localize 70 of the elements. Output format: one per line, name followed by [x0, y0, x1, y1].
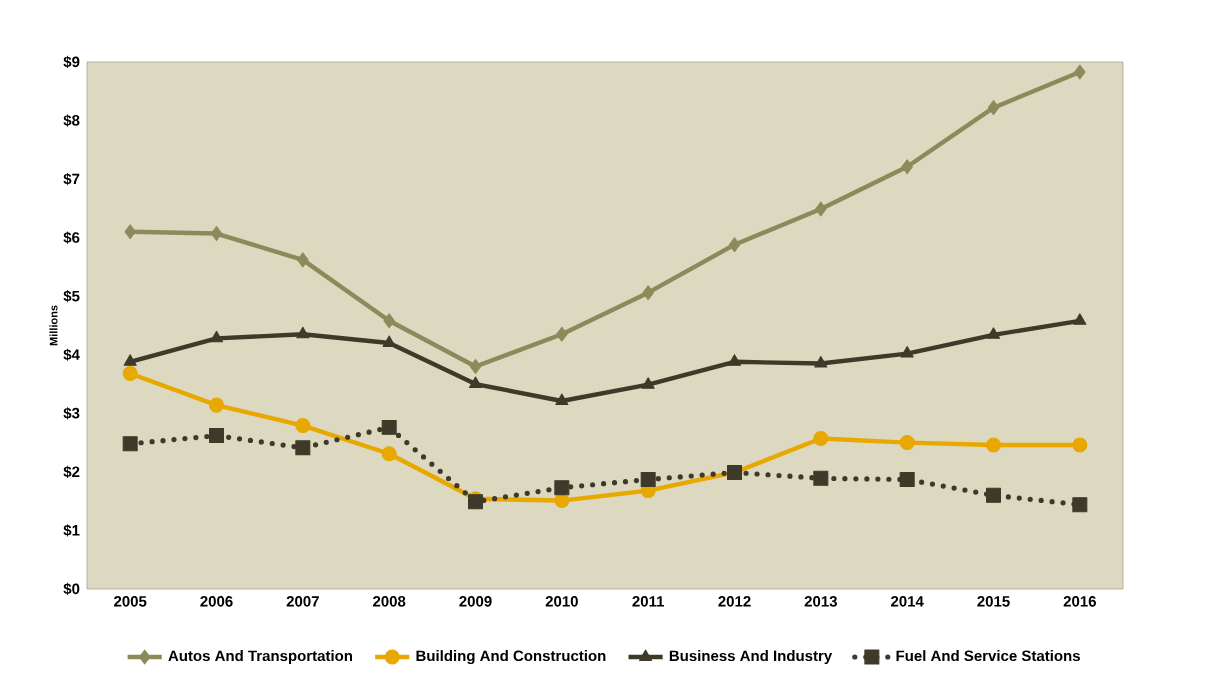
point [986, 327, 1001, 339]
x-tick-label: 2016 [1063, 596, 1096, 607]
point [124, 224, 136, 240]
y-tick-label: $2 [63, 465, 80, 478]
point [986, 437, 1001, 453]
point [295, 418, 311, 434]
point [381, 419, 397, 435]
point [122, 436, 138, 452]
point [813, 470, 829, 486]
point [555, 393, 569, 406]
point [900, 346, 914, 358]
legend-label: Fuel And Service Stations [896, 650, 1080, 662]
point [899, 471, 915, 487]
point [122, 366, 138, 381]
point [382, 335, 396, 348]
point [640, 471, 656, 487]
point [814, 356, 828, 368]
point [554, 480, 570, 496]
y-tick-label: $3 [63, 407, 80, 420]
legend-label: Business And Industry [669, 650, 833, 665]
x-tick-label: 2015 [977, 596, 1010, 607]
point [295, 440, 311, 456]
point [642, 285, 654, 301]
point [986, 487, 1001, 503]
point [296, 326, 310, 339]
x-tick-label: 2005 [114, 596, 147, 607]
point [468, 376, 483, 389]
x-tick-label: 2007 [286, 596, 319, 607]
y-tick-label: $9 [63, 55, 80, 69]
point [899, 435, 915, 451]
x-tick-label: 2013 [804, 596, 837, 607]
point [1073, 313, 1087, 325]
point [728, 237, 741, 253]
point [813, 431, 829, 446]
point [556, 326, 568, 342]
x-tick-label: 2006 [200, 596, 233, 607]
x-tick-label: 2014 [891, 596, 924, 607]
y-tick-label: $8 [63, 114, 80, 127]
point [297, 252, 309, 268]
point [383, 313, 395, 329]
x-tick-label: 2008 [373, 596, 406, 607]
point [554, 493, 570, 509]
point [987, 100, 1000, 116]
y-tick-label: $1 [63, 524, 80, 537]
point [727, 354, 742, 366]
point [641, 377, 655, 389]
point [209, 330, 224, 343]
point [1074, 64, 1086, 80]
point [381, 446, 397, 462]
point [815, 201, 827, 217]
y-tick-label: $4 [63, 348, 80, 361]
point [123, 354, 137, 366]
y-tick-label: $6 [63, 231, 80, 244]
point [469, 358, 482, 374]
point [1072, 497, 1088, 513]
legend-label: Building And Construction [416, 650, 606, 665]
y-tick-label: $0 [63, 582, 80, 596]
legend-label: Autos And Transportation [168, 650, 353, 665]
point [1072, 437, 1088, 453]
x-tick-label: 2010 [545, 596, 578, 607]
point [901, 159, 913, 175]
y-tick-label: $5 [63, 290, 80, 303]
point [210, 226, 223, 242]
y-axis-title: Millions [49, 305, 58, 346]
x-tick-label: 2012 [718, 596, 751, 607]
y-tick-label: $7 [63, 172, 80, 186]
x-tick-label: 2011 [632, 596, 665, 607]
point [209, 428, 224, 444]
point [209, 397, 224, 413]
x-tick-label: 2009 [459, 596, 492, 607]
